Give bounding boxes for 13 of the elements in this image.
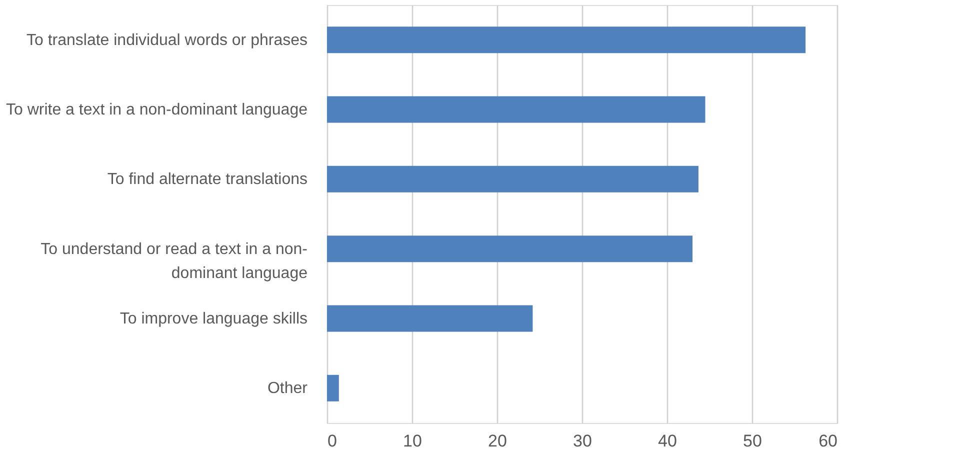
y-tick-label: To write a text in a non-dominant language <box>6 102 308 118</box>
y-tick-label: Other <box>267 380 308 398</box>
x-tick-label: 30 <box>573 432 592 450</box>
x-tick-label: 50 <box>743 432 762 450</box>
x-tick-label: 60 <box>818 432 838 450</box>
x-tick-label: 0 <box>328 432 337 450</box>
y-tick-label: To translate individual words or phrases <box>26 32 308 49</box>
y-tick-label: To find alternate translations <box>107 171 308 188</box>
y-tick-label: To understand or read a text in a non-dominant language <box>40 240 308 282</box>
y-tick-label: To improve language skills <box>120 310 308 328</box>
x-tick-label: 40 <box>658 432 677 450</box>
x-tick-label: 10 <box>403 432 422 450</box>
x-tick-label: 20 <box>488 432 507 450</box>
